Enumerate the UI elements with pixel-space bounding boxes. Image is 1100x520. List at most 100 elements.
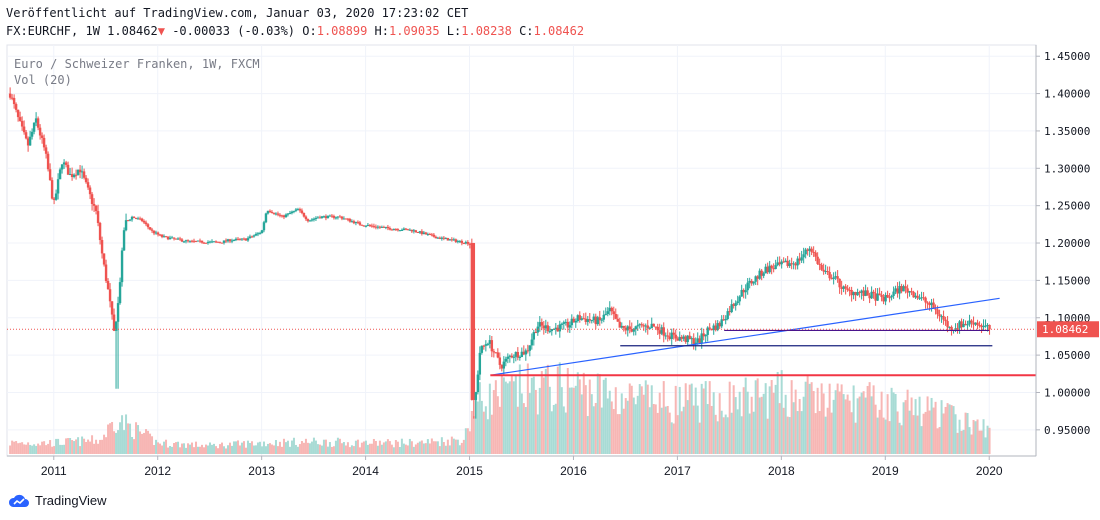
candle-body	[862, 290, 865, 296]
candle-body	[958, 321, 961, 329]
candle-body	[556, 327, 559, 332]
volume-bar	[298, 444, 301, 454]
volume-bar	[218, 444, 221, 454]
volume-bar	[486, 419, 489, 454]
candle-body	[284, 214, 288, 218]
volume-bar	[582, 372, 585, 454]
candle-body	[490, 340, 494, 352]
candle-body	[126, 220, 130, 222]
candle-body	[50, 180, 54, 199]
volume-bar	[862, 391, 865, 454]
volume-bar	[177, 441, 180, 454]
volume-bar	[466, 428, 469, 454]
volume-bar	[708, 381, 711, 454]
candle-body	[932, 302, 935, 309]
volume-bar	[193, 447, 196, 454]
volume-bar	[312, 437, 315, 454]
candle-body	[874, 293, 877, 301]
volume-bar	[768, 386, 771, 454]
candle-body	[768, 265, 771, 273]
volume-bar	[129, 423, 132, 454]
volume-bar	[900, 425, 903, 454]
volume-bar	[888, 421, 891, 454]
candle-body	[176, 238, 180, 240]
brand-name: TradingView	[35, 493, 107, 508]
candle-body	[810, 248, 813, 252]
volume-bar	[352, 446, 355, 454]
candle-body	[960, 321, 963, 328]
candle-body	[510, 355, 514, 358]
volume-bar	[203, 447, 206, 454]
volume-bar	[121, 415, 124, 454]
volume-bar	[954, 414, 957, 454]
candle-body	[372, 225, 376, 227]
volume-bar	[294, 444, 297, 454]
volume-bar	[600, 407, 603, 454]
candle-body	[542, 325, 546, 329]
volume-bar	[836, 383, 839, 454]
volume-bar	[744, 377, 747, 454]
volume-bar	[572, 387, 575, 454]
tradingview-logo[interactable]: TradingView	[8, 493, 107, 508]
volume-bar	[434, 441, 437, 454]
volume-bar	[472, 416, 475, 454]
candle-body	[706, 327, 709, 335]
volume-bar	[430, 438, 433, 454]
volume-bar	[97, 443, 100, 454]
candle-body	[702, 333, 705, 337]
volume-bar	[896, 411, 899, 454]
candle-body	[518, 356, 522, 358]
candle-body	[686, 335, 689, 342]
volume-bar	[958, 419, 961, 454]
y-tick-label: 1.15000	[1044, 274, 1090, 287]
candle-body	[24, 132, 28, 139]
volume-bar	[145, 429, 148, 454]
volume-bar	[824, 416, 827, 454]
volume-bar	[530, 377, 533, 454]
candle-body	[364, 225, 368, 227]
candle-body	[132, 216, 136, 218]
candle-body	[696, 338, 699, 343]
candle-body	[758, 270, 761, 279]
candle-body	[486, 343, 490, 345]
volume-bar	[280, 446, 283, 454]
candle-body	[138, 218, 142, 220]
volume-bar	[594, 402, 597, 454]
y-tick-label: 1.05000	[1044, 349, 1090, 362]
volume-bar	[494, 380, 497, 454]
candle-body	[572, 318, 575, 323]
price-chart[interactable]: 1.45000 1.40000 1.35000 1.30000 1.25000 1.200…	[0, 0, 1100, 490]
candle-body	[358, 222, 362, 225]
candle-body	[820, 264, 823, 270]
volume-bar	[111, 421, 114, 454]
candle-body	[962, 323, 965, 328]
volume-bar	[89, 441, 92, 454]
candle-body	[824, 271, 827, 273]
volume-bar	[632, 397, 635, 454]
volume-bar	[179, 447, 182, 454]
candle-body	[456, 241, 460, 243]
volume-bar	[580, 394, 583, 454]
volume-bar	[706, 404, 709, 454]
candle-body	[864, 290, 867, 296]
last-price: 1.08462	[107, 24, 158, 38]
volume-bar	[428, 443, 431, 454]
volume-bar	[502, 377, 505, 454]
volume-bar	[610, 401, 613, 454]
volume-bar	[374, 440, 377, 454]
candle-body	[204, 242, 208, 244]
candle-body	[312, 218, 316, 220]
volume-bar	[764, 383, 767, 454]
candle-body	[266, 210, 270, 214]
candle-body	[136, 218, 140, 220]
volume-bar	[173, 443, 176, 454]
candle-body	[174, 238, 178, 240]
volume-bars	[9, 362, 991, 454]
volume-bar	[964, 412, 967, 454]
volume-bar	[55, 438, 58, 454]
candle-body	[872, 291, 875, 294]
candle-body	[192, 240, 196, 242]
volume-bar	[666, 405, 669, 454]
candle-body	[512, 356, 516, 358]
volume-bar	[282, 438, 285, 454]
